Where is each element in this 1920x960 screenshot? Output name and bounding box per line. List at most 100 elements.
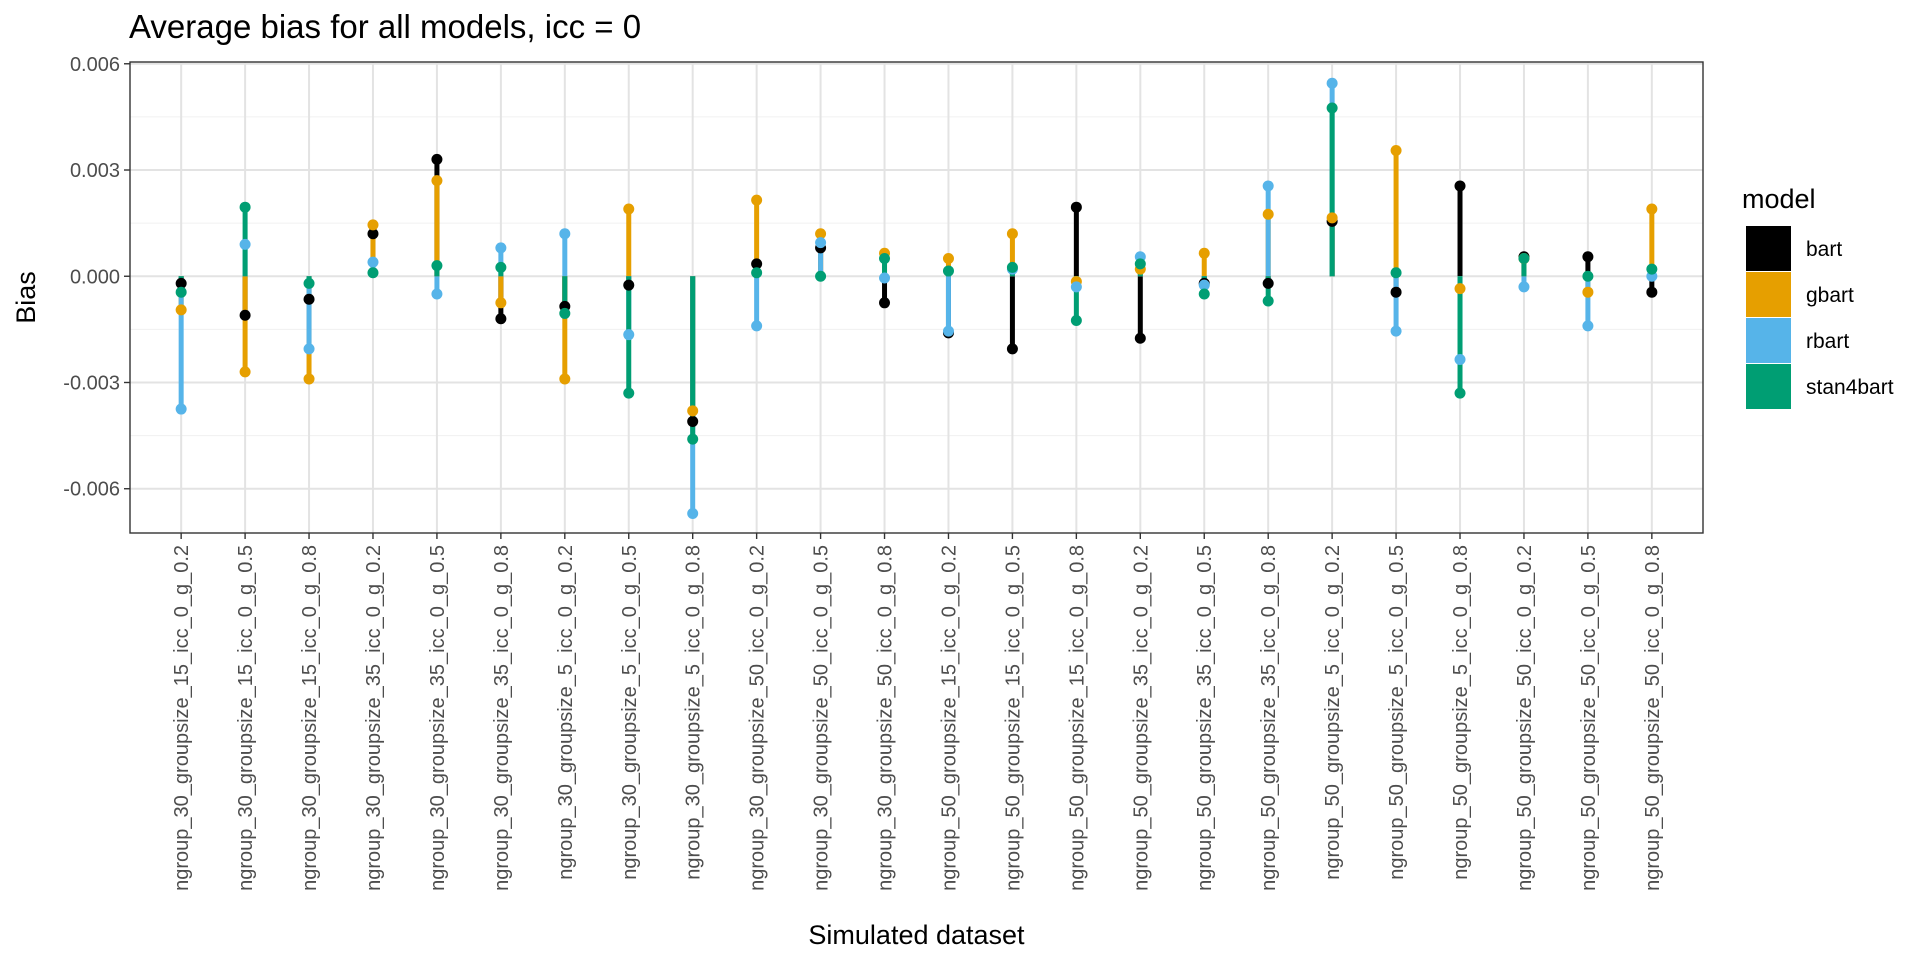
x-tick-label: ngroup_50_groupsize_5_icc_0_g_0.8	[1450, 545, 1472, 880]
y-tick-label: -0.006	[63, 479, 120, 501]
point-gbart	[1326, 212, 1338, 224]
point-stan4bart	[1262, 295, 1274, 307]
point-stan4bart	[879, 253, 891, 265]
point-rbart	[879, 272, 891, 284]
point-stan4bart	[431, 260, 443, 272]
point-stan4bart	[495, 261, 507, 273]
point-rbart	[687, 508, 699, 520]
x-tick-label: ngroup_30_groupsize_15_icc_0_g_0.5	[235, 545, 257, 891]
point-stan4bart	[303, 277, 315, 289]
point-rbart	[1518, 281, 1530, 293]
point-gbart	[495, 297, 507, 309]
point-rbart	[1262, 180, 1274, 192]
x-tick-label: ngroup_30_groupsize_50_icc_0_g_0.2	[747, 545, 769, 891]
point-gbart	[815, 228, 827, 240]
point-gbart	[367, 219, 379, 231]
point-stan4bart	[1390, 267, 1402, 279]
x-tick-label: ngroup_30_groupsize_5_icc_0_g_0.8	[683, 545, 705, 880]
x-tick-label: ngroup_30_groupsize_35_icc_0_g_0.2	[363, 545, 385, 891]
point-stan4bart	[367, 267, 379, 279]
point-stan4bart	[1646, 263, 1658, 275]
x-tick-label: ngroup_50_groupsize_15_icc_0_g_0.8	[1066, 545, 1088, 891]
y-tick-label: -0.003	[63, 372, 120, 394]
point-bart	[1262, 277, 1274, 289]
point-rbart	[1582, 320, 1594, 332]
legend-label-rbart: rbart	[1806, 330, 1849, 353]
point-gbart	[303, 373, 315, 385]
point-gbart	[1582, 286, 1594, 298]
point-bart	[1134, 332, 1146, 344]
point-gbart	[1454, 283, 1466, 295]
x-tick-label: ngroup_50_groupsize_15_icc_0_g_0.2	[938, 545, 960, 891]
point-stan4bart	[1134, 258, 1146, 270]
data-points	[175, 77, 1658, 520]
x-tick-label: ngroup_50_groupsize_35_icc_0_g_0.5	[1194, 545, 1216, 891]
point-stan4bart	[239, 201, 251, 213]
x-tick-label: ngroup_50_groupsize_5_icc_0_g_0.2	[1322, 545, 1344, 880]
x-axis: ngroup_30_groupsize_15_icc_0_g_0.2 ngroup…	[171, 533, 1664, 891]
point-gbart	[942, 253, 954, 265]
legend-swatch-bart	[1746, 226, 1791, 271]
legend-label-gbart: gbart	[1806, 284, 1854, 307]
point-rbart	[1390, 325, 1402, 337]
y-axis-title: Bias	[11, 271, 41, 324]
x-tick-label: ngroup_30_groupsize_50_icc_0_g_0.5	[811, 545, 833, 891]
point-rbart	[1326, 77, 1338, 89]
point-rbart	[175, 403, 187, 415]
point-gbart	[175, 304, 187, 316]
x-tick-label: ngroup_50_groupsize_50_icc_0_g_0.2	[1514, 545, 1536, 891]
point-stan4bart	[751, 267, 763, 279]
point-bart	[1070, 201, 1082, 213]
y-axis: -0.006 -0.003 0.000 0.003 0.006	[63, 54, 130, 501]
point-rbart	[815, 237, 827, 249]
point-bart	[431, 153, 443, 165]
x-tick-label: ngroup_30_groupsize_15_icc_0_g_0.8	[299, 545, 321, 891]
point-gbart	[1646, 203, 1658, 215]
x-tick-label: ngroup_30_groupsize_15_icc_0_g_0.2	[171, 545, 193, 891]
x-tick-label: ngroup_50_groupsize_5_icc_0_g_0.5	[1386, 545, 1408, 880]
point-stan4bart	[1454, 387, 1466, 399]
legend-label-stan4bart: stan4bart	[1806, 376, 1894, 399]
point-gbart	[1006, 228, 1018, 240]
x-tick-label: ngroup_30_groupsize_35_icc_0_g_0.5	[427, 545, 449, 891]
point-bart	[1582, 251, 1594, 263]
x-tick-label: ngroup_50_groupsize_15_icc_0_g_0.5	[1002, 545, 1024, 891]
point-rbart	[495, 242, 507, 254]
point-bart	[1646, 286, 1658, 298]
point-gbart	[1262, 208, 1274, 220]
point-stan4bart	[623, 387, 635, 399]
point-stan4bart	[1582, 270, 1594, 282]
y-tick-label: 0.006	[70, 54, 120, 76]
point-gbart	[431, 175, 443, 187]
point-stan4bart	[1198, 288, 1210, 300]
x-tick-label: ngroup_30_groupsize_5_icc_0_g_0.2	[555, 545, 577, 880]
point-rbart	[942, 325, 954, 337]
point-bart	[1006, 343, 1018, 355]
point-stan4bart	[1326, 102, 1338, 114]
legend-label-bart: bart	[1806, 238, 1842, 261]
point-bart	[879, 297, 891, 309]
point-stan4bart	[687, 433, 699, 445]
point-stan4bart	[815, 270, 827, 282]
point-gbart	[1390, 145, 1402, 157]
point-rbart	[623, 329, 635, 341]
point-bart	[623, 279, 635, 291]
legend-swatch-rbart	[1746, 318, 1791, 363]
point-bart	[1390, 286, 1402, 298]
y-tick-label: 0.000	[70, 266, 120, 288]
point-bart	[751, 258, 763, 270]
point-stan4bart	[559, 307, 571, 319]
point-gbart	[1198, 247, 1210, 259]
legend-title: model	[1742, 184, 1816, 214]
point-stan4bart	[942, 265, 954, 277]
point-rbart	[751, 320, 763, 332]
point-bart	[175, 277, 187, 289]
point-stan4bart	[1006, 261, 1018, 273]
point-gbart	[751, 194, 763, 206]
x-tick-label: ngroup_50_groupsize_50_icc_0_g_0.5	[1578, 545, 1600, 891]
legend-swatch-gbart	[1746, 272, 1791, 317]
chart-title: Average bias for all models, icc = 0	[129, 8, 641, 45]
point-bart	[1454, 180, 1466, 192]
